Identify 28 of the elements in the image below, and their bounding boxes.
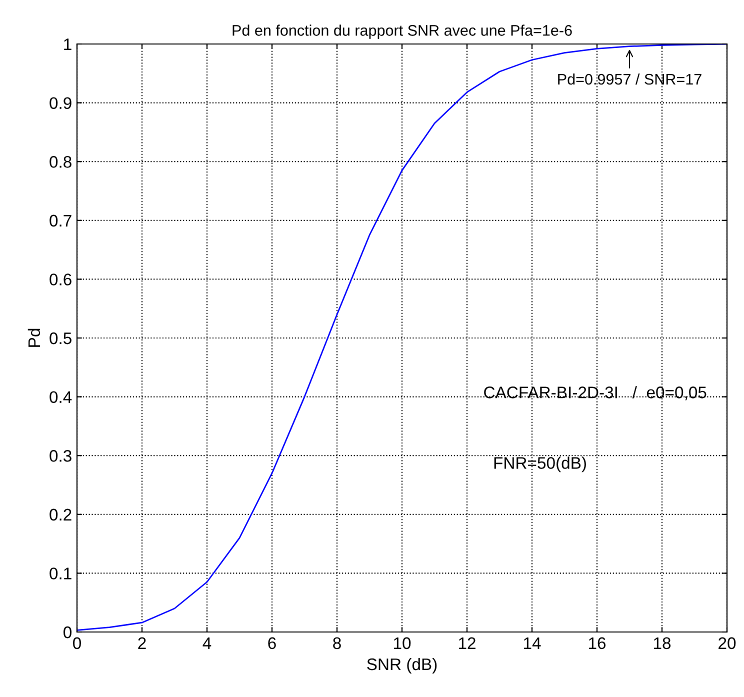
y-tick-label: 0.7 bbox=[50, 214, 72, 227]
y-tick-label: 0.3 bbox=[50, 450, 72, 462]
y-tick-label: 1 bbox=[64, 38, 72, 50]
y-tick-label: 0 bbox=[64, 626, 72, 638]
x-tick-label: 18 bbox=[654, 637, 671, 650]
x-tick-label: 14 bbox=[524, 637, 541, 649]
y-axis-title: Pd bbox=[28, 328, 40, 347]
x-tick-label: 20 bbox=[718, 637, 736, 650]
x-tick-label: 16 bbox=[589, 637, 606, 650]
x-tick-label: 6 bbox=[268, 637, 276, 650]
y-tick-label: 0.8 bbox=[50, 156, 72, 168]
chart-title: Pd en fonction du rapport SNR avec une Pfa=1e-6 bbox=[232, 24, 572, 39]
x-axis-title: SNR (dB) bbox=[367, 658, 437, 674]
y-tick-label: 0.1 bbox=[50, 568, 72, 580]
annotation: Pd=0.9957 / SNR=17 bbox=[558, 73, 702, 85]
y-tick-label: 0.4 bbox=[50, 391, 72, 404]
annotation: CACFAR-BI-2D-3I / e0=0,05 bbox=[484, 386, 706, 400]
x-tick-label: 0 bbox=[73, 637, 81, 650]
x-tick-label: 8 bbox=[333, 637, 341, 650]
y-tick-label: 0.5 bbox=[50, 332, 72, 344]
y-tick-label: 0.6 bbox=[50, 274, 72, 286]
y-tick-label: 0.2 bbox=[50, 508, 72, 521]
x-tick-label: 4 bbox=[202, 637, 212, 649]
y-tick-label: 0.9 bbox=[50, 97, 72, 110]
x-tick-label: 10 bbox=[394, 637, 411, 650]
annotation: FNR=50(dB) bbox=[494, 456, 586, 472]
x-tick-label: 2 bbox=[138, 637, 146, 649]
x-tick-label: 12 bbox=[459, 637, 476, 649]
